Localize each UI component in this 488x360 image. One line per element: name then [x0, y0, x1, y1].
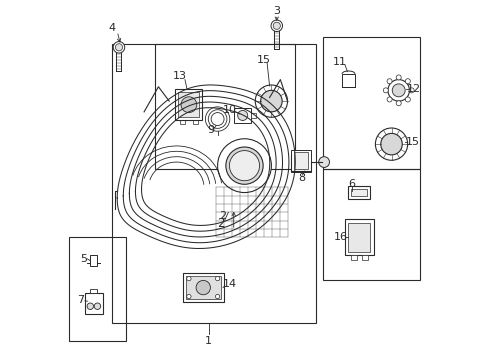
Text: 7: 7 [77, 295, 83, 305]
Circle shape [186, 276, 191, 281]
Circle shape [115, 44, 122, 51]
Bar [350, 255, 356, 260]
Text: 15: 15 [256, 55, 270, 65]
Text: 2: 2 [217, 216, 224, 230]
Bar [90, 289, 97, 293]
Bar [348, 223, 369, 252]
Circle shape [405, 97, 409, 102]
Circle shape [87, 303, 93, 310]
Bar [351, 189, 366, 196]
Bar [293, 152, 308, 169]
Bar [185, 276, 221, 299]
Text: 6: 6 [348, 179, 355, 189]
Bar [155, 44, 294, 169]
Circle shape [273, 22, 280, 30]
Text: 13: 13 [173, 71, 186, 81]
Text: 11: 11 [332, 57, 346, 67]
Bar [323, 37, 419, 169]
Bar [348, 186, 369, 199]
Text: 9: 9 [207, 125, 214, 135]
Text: 10: 10 [223, 105, 237, 115]
Circle shape [380, 134, 402, 155]
Circle shape [405, 79, 409, 84]
Circle shape [260, 90, 282, 112]
Text: 5: 5 [80, 254, 87, 264]
Circle shape [181, 97, 196, 113]
Bar [234, 108, 251, 123]
Bar [175, 89, 202, 120]
Bar [251, 113, 255, 118]
Circle shape [215, 276, 219, 281]
Circle shape [94, 303, 101, 310]
Text: 14: 14 [223, 279, 237, 289]
Bar [90, 255, 97, 266]
Circle shape [318, 157, 329, 167]
Circle shape [229, 150, 259, 181]
Circle shape [383, 88, 387, 93]
Bar [182, 273, 224, 302]
Text: 4: 4 [108, 23, 115, 33]
Text: 1: 1 [205, 336, 212, 346]
Bar [341, 74, 354, 87]
Text: 3: 3 [273, 6, 280, 16]
Circle shape [386, 97, 391, 102]
Circle shape [386, 79, 391, 84]
Bar [179, 120, 185, 124]
Circle shape [215, 294, 219, 299]
Circle shape [395, 101, 400, 106]
Circle shape [395, 75, 400, 80]
Bar [178, 92, 199, 117]
Bar [323, 169, 419, 280]
Bar [290, 149, 310, 172]
Circle shape [391, 84, 405, 97]
Text: 2: 2 [219, 211, 226, 221]
Text: 12: 12 [406, 84, 420, 94]
Bar [112, 44, 316, 323]
Bar [69, 237, 126, 341]
Circle shape [113, 41, 124, 53]
Circle shape [225, 147, 263, 184]
Circle shape [375, 128, 407, 160]
Circle shape [270, 20, 282, 32]
Bar [361, 255, 367, 260]
Text: 15: 15 [405, 138, 419, 147]
Text: 8: 8 [298, 173, 305, 183]
Circle shape [217, 139, 271, 193]
Bar [192, 120, 198, 124]
Bar [344, 220, 373, 255]
Circle shape [408, 88, 413, 93]
Bar [85, 293, 102, 315]
Text: 16: 16 [333, 232, 347, 242]
Circle shape [196, 280, 210, 295]
Circle shape [186, 294, 191, 299]
Circle shape [387, 80, 408, 101]
Circle shape [255, 85, 287, 117]
Circle shape [237, 111, 247, 121]
